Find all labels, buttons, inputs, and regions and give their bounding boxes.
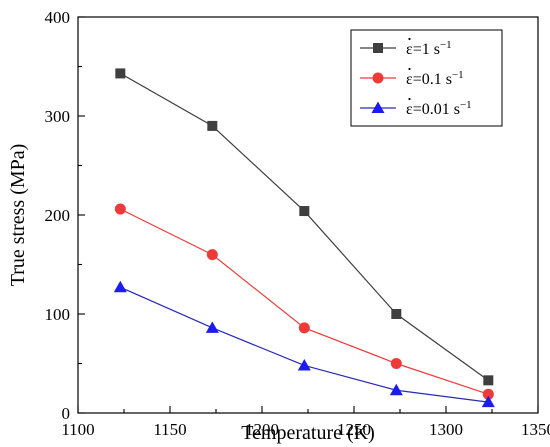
x-tick-label: 1250 bbox=[337, 420, 371, 439]
legend-rate-dot bbox=[408, 67, 411, 71]
x-tick-label: 1150 bbox=[153, 420, 186, 439]
y-axis-title: True stress (MPa) bbox=[7, 144, 29, 287]
data-point bbox=[482, 388, 494, 400]
series-3 bbox=[113, 280, 495, 408]
series-1 bbox=[115, 68, 494, 386]
legend-rate-dot bbox=[408, 37, 411, 41]
data-point bbox=[297, 358, 311, 371]
data-point bbox=[298, 322, 310, 334]
data-point bbox=[481, 395, 495, 408]
y-tick-label: 400 bbox=[45, 8, 71, 27]
legend-marker bbox=[372, 72, 384, 84]
data-point bbox=[205, 321, 219, 333]
y-tick-label: 100 bbox=[45, 305, 71, 324]
y-tick-label: 300 bbox=[45, 107, 71, 126]
x-tick-label: 1200 bbox=[245, 420, 279, 439]
data-point bbox=[299, 206, 310, 217]
legend-marker bbox=[371, 101, 385, 113]
legend-rate-dot bbox=[408, 97, 411, 101]
legend-label: ε=0.1 s−1 bbox=[406, 69, 464, 88]
legend-label: ε=0.01 s−1 bbox=[406, 99, 472, 118]
data-point bbox=[390, 358, 402, 369]
series-line bbox=[120, 286, 489, 403]
data-point bbox=[391, 309, 402, 319]
series-2 bbox=[114, 203, 494, 400]
data-point bbox=[483, 375, 494, 386]
data-point bbox=[206, 249, 218, 261]
x-tick-label: 1300 bbox=[429, 420, 463, 439]
legend-marker bbox=[373, 43, 383, 53]
data-point bbox=[114, 203, 126, 215]
legend: ε=1 s−1ε=0.1 s−1ε=0.01 s−1 bbox=[350, 29, 503, 127]
x-axis-title: Temperature (K) bbox=[241, 422, 375, 444]
x-tick-label: 1100 bbox=[61, 420, 94, 439]
legend-item: ε=0.01 s−1 bbox=[360, 97, 472, 118]
data-point bbox=[207, 120, 218, 131]
data-point bbox=[113, 280, 127, 293]
legend-item: ε=0.1 s−1 bbox=[360, 67, 464, 88]
series-layer bbox=[113, 68, 495, 408]
y-tick-label: 0 bbox=[62, 404, 71, 423]
data-point bbox=[389, 383, 403, 396]
y-axis: 0 100 200 300 400 bbox=[45, 8, 85, 423]
y-tick-label: 200 bbox=[45, 206, 71, 225]
data-point bbox=[115, 68, 126, 79]
